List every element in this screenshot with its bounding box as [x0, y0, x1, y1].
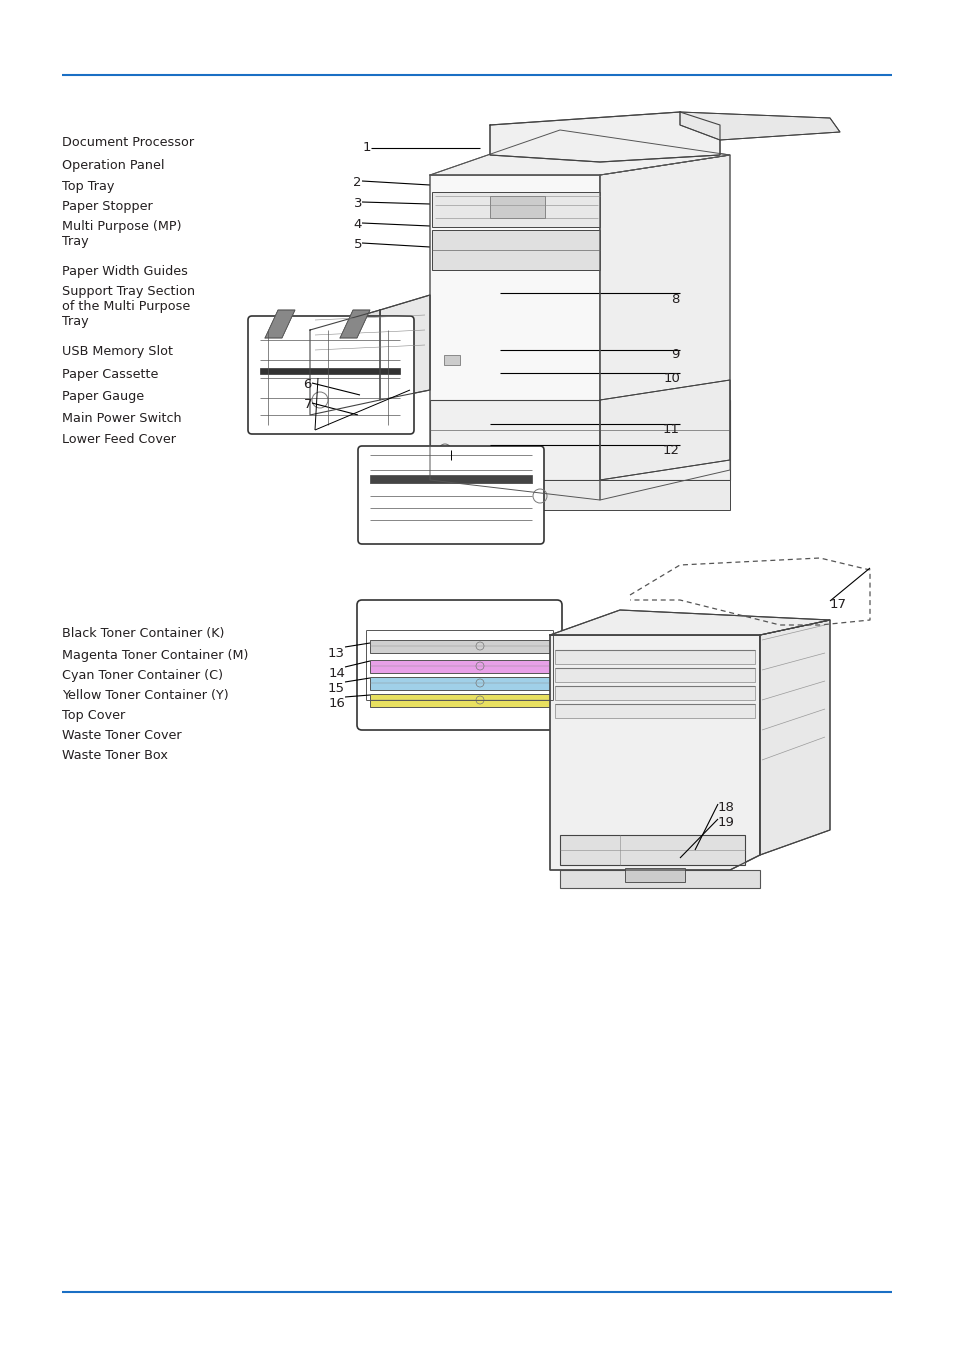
Text: Multi Purpose (MP)
Tray: Multi Purpose (MP) Tray	[62, 220, 181, 248]
Text: 8: 8	[671, 293, 679, 306]
Text: Top Cover: Top Cover	[62, 709, 125, 722]
Text: 7: 7	[303, 398, 312, 410]
Bar	[490, 196, 544, 217]
Bar	[430, 481, 729, 510]
Polygon shape	[430, 130, 729, 176]
Text: 2: 2	[354, 176, 361, 189]
Bar	[370, 475, 532, 483]
Text: Magenta Toner Container (M): Magenta Toner Container (M)	[62, 649, 248, 662]
Text: Paper Stopper: Paper Stopper	[62, 200, 152, 213]
FancyBboxPatch shape	[356, 599, 561, 730]
Bar	[559, 836, 744, 865]
Text: 16: 16	[328, 697, 345, 710]
Text: Support Tray Section
of the Multi Purpose
Tray: Support Tray Section of the Multi Purpos…	[62, 285, 195, 328]
Bar	[624, 868, 684, 882]
Text: 9: 9	[671, 348, 679, 360]
Bar	[370, 676, 550, 690]
Bar	[555, 703, 754, 718]
Bar	[555, 668, 754, 682]
Text: 18: 18	[718, 801, 734, 814]
Text: USB Memory Slot: USB Memory Slot	[62, 346, 172, 358]
Bar	[370, 640, 550, 653]
Text: 11: 11	[662, 423, 679, 436]
Bar	[443, 355, 459, 364]
Text: Waste Toner Cover: Waste Toner Cover	[62, 729, 181, 742]
Text: Paper Cassette: Paper Cassette	[62, 369, 158, 381]
Polygon shape	[339, 310, 370, 338]
Text: Black Toner Container (K): Black Toner Container (K)	[62, 626, 224, 640]
FancyBboxPatch shape	[357, 446, 543, 544]
Text: 1: 1	[362, 140, 371, 154]
Polygon shape	[490, 112, 720, 162]
Text: 14: 14	[328, 667, 345, 680]
Polygon shape	[550, 634, 760, 869]
Bar	[370, 660, 550, 674]
Text: 13: 13	[328, 647, 345, 660]
Text: 4: 4	[354, 217, 361, 231]
Bar	[555, 686, 754, 701]
Text: 5: 5	[354, 238, 361, 251]
Text: 12: 12	[662, 444, 679, 458]
Polygon shape	[599, 155, 729, 500]
Polygon shape	[265, 310, 294, 338]
Bar	[555, 649, 754, 664]
Bar	[559, 869, 760, 888]
Text: 3: 3	[354, 197, 361, 211]
Bar	[370, 694, 550, 707]
Polygon shape	[430, 176, 599, 500]
Polygon shape	[679, 112, 840, 140]
Polygon shape	[310, 310, 379, 414]
Text: Top Tray: Top Tray	[62, 180, 114, 193]
Text: Main Power Switch: Main Power Switch	[62, 412, 181, 425]
Text: Operation Panel: Operation Panel	[62, 159, 164, 171]
Text: 10: 10	[662, 373, 679, 385]
Bar	[430, 400, 729, 481]
Text: 15: 15	[328, 682, 345, 695]
Bar	[432, 230, 599, 270]
Text: Paper Gauge: Paper Gauge	[62, 390, 144, 404]
Text: 6: 6	[303, 378, 312, 392]
Text: Cyan Toner Container (C): Cyan Toner Container (C)	[62, 670, 223, 682]
Bar	[260, 369, 399, 374]
Text: 17: 17	[829, 598, 846, 612]
Bar	[432, 192, 599, 227]
Polygon shape	[379, 296, 430, 400]
Polygon shape	[599, 379, 729, 481]
FancyBboxPatch shape	[248, 316, 414, 433]
Polygon shape	[550, 610, 829, 634]
Text: Paper Width Guides: Paper Width Guides	[62, 265, 188, 278]
Text: Document Processor: Document Processor	[62, 136, 193, 148]
Polygon shape	[760, 620, 829, 855]
Text: Waste Toner Box: Waste Toner Box	[62, 749, 168, 761]
Text: Lower Feed Cover: Lower Feed Cover	[62, 433, 175, 446]
Text: Yellow Toner Container (Y): Yellow Toner Container (Y)	[62, 688, 229, 702]
Text: 19: 19	[718, 815, 734, 829]
